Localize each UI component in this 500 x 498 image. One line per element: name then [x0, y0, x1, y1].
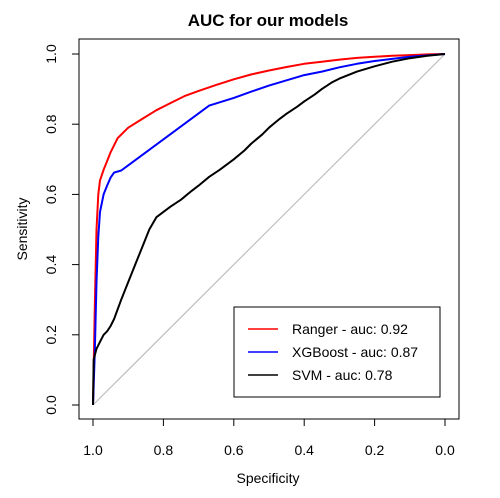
legend-label-0: Ranger - auc: 0.92 — [292, 321, 408, 337]
x-tick-label: 1.0 — [83, 442, 103, 458]
plot-area — [92, 53, 446, 406]
series-line-2 — [92, 53, 446, 406]
y-tick-label: 0.4 — [43, 255, 59, 275]
series-line-0 — [92, 53, 446, 406]
x-tick-label: 0.2 — [365, 442, 385, 458]
y-tick-label: 0.2 — [43, 325, 59, 345]
y-tick-label: 0.0 — [43, 395, 59, 415]
chart-title: AUC for our models — [188, 11, 349, 30]
reference-diagonal-line — [92, 53, 446, 406]
series-line-1 — [92, 53, 446, 406]
legend-label-2: SVM - auc: 0.78 — [292, 367, 393, 383]
x-tick-label: 0.8 — [154, 442, 174, 458]
legend-label-1: XGBoost - auc: 0.87 — [292, 344, 418, 360]
x-axis-label: Specificity — [236, 470, 299, 486]
y-tick-label: 0.8 — [43, 114, 59, 134]
x-tick-label: 0.6 — [224, 442, 244, 458]
x-tick-label: 0.0 — [435, 442, 455, 458]
y-axis: 0.0 0.2 0.4 0.6 0.8 1.0 — [43, 44, 80, 415]
x-axis: 1.0 0.8 0.6 0.4 0.2 0.0 — [83, 418, 455, 458]
y-tick-label: 1.0 — [43, 44, 59, 64]
legend: Ranger - auc: 0.92 XGBoost - auc: 0.87 SVM… — [233, 306, 441, 398]
y-tick-label: 0.6 — [43, 184, 59, 204]
y-axis-label: Sensitivity — [14, 197, 30, 260]
x-tick-label: 0.4 — [294, 442, 314, 458]
